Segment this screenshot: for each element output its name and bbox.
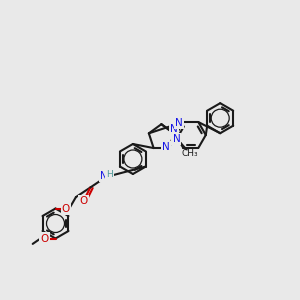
Text: H: H <box>106 169 113 178</box>
Text: CH₃: CH₃ <box>182 148 199 158</box>
Text: N: N <box>170 124 178 134</box>
Text: O: O <box>40 233 49 244</box>
Text: N: N <box>162 142 170 152</box>
Text: N: N <box>175 118 183 128</box>
Text: O: O <box>79 196 88 206</box>
Text: N: N <box>172 134 180 144</box>
Text: N: N <box>100 171 107 181</box>
Text: O: O <box>62 203 70 214</box>
